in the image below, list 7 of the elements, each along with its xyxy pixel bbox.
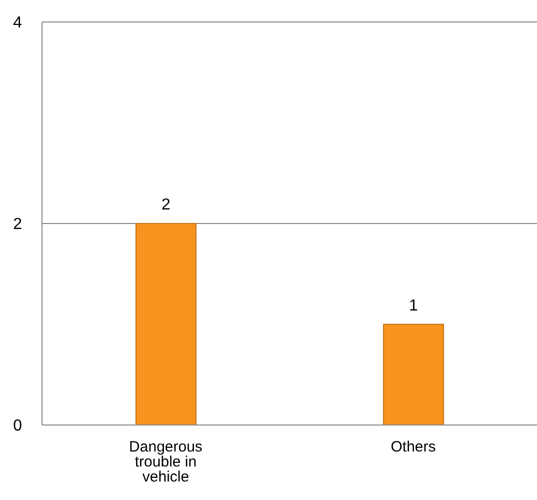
x-tick-label: Dangerous trouble in vehicle — [129, 438, 202, 486]
data-label: 2 — [162, 196, 171, 214]
y-tick-label: 0 — [13, 418, 22, 435]
data-label: 1 — [409, 297, 418, 314]
x-tick-label: Others — [390, 438, 436, 456]
y-tick-label: 4 — [13, 14, 22, 32]
y-tick-label: 2 — [13, 216, 22, 234]
